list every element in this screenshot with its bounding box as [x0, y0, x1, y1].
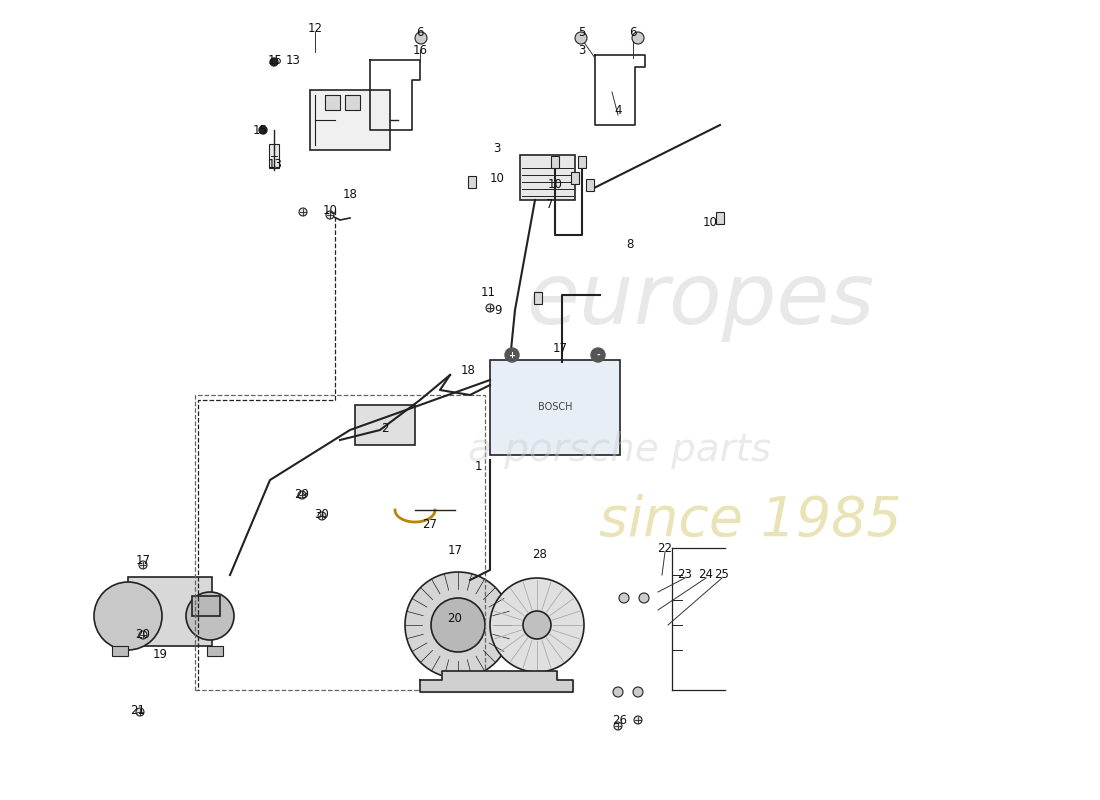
Bar	[192, 596, 220, 616]
Text: europes: europes	[526, 258, 874, 342]
Bar	[128, 577, 212, 646]
Bar	[716, 212, 724, 224]
Circle shape	[614, 722, 622, 730]
Text: 3: 3	[493, 142, 500, 154]
Bar	[207, 646, 223, 656]
Text: 17: 17	[135, 554, 151, 566]
Circle shape	[591, 348, 605, 362]
Text: 15: 15	[267, 54, 283, 66]
Text: 10: 10	[490, 171, 505, 185]
Text: 10: 10	[703, 215, 717, 229]
Text: 16: 16	[412, 43, 428, 57]
Bar	[112, 646, 128, 656]
Text: 6: 6	[416, 26, 424, 38]
Circle shape	[326, 211, 334, 219]
Text: 21: 21	[131, 703, 145, 717]
Text: 20: 20	[135, 629, 151, 642]
Bar	[324, 95, 340, 110]
Bar	[578, 156, 586, 168]
Text: 2: 2	[382, 422, 388, 434]
Bar	[345, 95, 360, 110]
Text: 6: 6	[629, 26, 637, 38]
Text: 23: 23	[678, 569, 692, 582]
Circle shape	[139, 631, 147, 639]
Text: 3: 3	[579, 43, 585, 57]
Circle shape	[490, 578, 584, 672]
Text: 18: 18	[461, 363, 475, 377]
Bar	[534, 292, 542, 304]
Text: BOSCH: BOSCH	[538, 402, 572, 412]
Circle shape	[139, 561, 147, 569]
Text: 13: 13	[286, 54, 300, 66]
Text: 17: 17	[448, 543, 462, 557]
Text: 17: 17	[552, 342, 568, 354]
Bar	[355, 405, 415, 445]
Circle shape	[405, 572, 512, 678]
Text: 19: 19	[153, 649, 167, 662]
Text: 25: 25	[715, 569, 729, 582]
Circle shape	[94, 582, 162, 650]
Text: 29: 29	[295, 489, 309, 502]
Bar	[490, 360, 620, 455]
Circle shape	[634, 716, 642, 724]
Text: 8: 8	[626, 238, 634, 251]
Bar	[586, 179, 594, 191]
Text: +: +	[508, 350, 516, 359]
Circle shape	[505, 348, 519, 362]
Bar	[310, 90, 390, 150]
Text: 5: 5	[579, 26, 585, 38]
Text: 12: 12	[308, 22, 322, 34]
Text: 22: 22	[658, 542, 672, 554]
Bar	[468, 176, 476, 188]
Circle shape	[270, 58, 278, 66]
Circle shape	[318, 512, 326, 520]
Circle shape	[431, 598, 485, 652]
Circle shape	[415, 32, 427, 44]
Text: 26: 26	[613, 714, 627, 726]
Circle shape	[639, 593, 649, 603]
Text: 30: 30	[315, 509, 329, 522]
Text: 9: 9	[494, 303, 502, 317]
Text: a porsche parts: a porsche parts	[469, 431, 771, 469]
Text: 15: 15	[253, 123, 267, 137]
Bar	[520, 155, 575, 200]
Circle shape	[613, 687, 623, 697]
Circle shape	[136, 708, 144, 716]
Text: since 1985: since 1985	[598, 494, 901, 546]
Text: 7: 7	[547, 198, 553, 211]
Text: 11: 11	[481, 286, 495, 298]
Text: 18: 18	[342, 189, 358, 202]
Text: 20: 20	[448, 611, 462, 625]
Text: 28: 28	[532, 549, 548, 562]
Circle shape	[299, 208, 307, 216]
Circle shape	[258, 126, 267, 134]
Circle shape	[632, 32, 644, 44]
Text: 27: 27	[422, 518, 438, 531]
Text: 13: 13	[267, 158, 283, 171]
Bar	[571, 172, 579, 184]
Bar	[195, 395, 485, 690]
Bar	[551, 156, 559, 168]
Text: 10: 10	[548, 178, 562, 191]
Text: 1: 1	[474, 461, 482, 474]
Text: 10: 10	[322, 203, 338, 217]
Circle shape	[186, 592, 234, 640]
Circle shape	[575, 32, 587, 44]
Circle shape	[632, 687, 644, 697]
Circle shape	[522, 611, 551, 639]
Polygon shape	[420, 671, 573, 692]
Text: 24: 24	[698, 569, 714, 582]
Circle shape	[298, 491, 306, 499]
Text: 4: 4	[614, 103, 622, 117]
Circle shape	[619, 593, 629, 603]
Text: -: -	[596, 350, 600, 359]
Circle shape	[486, 304, 494, 312]
Bar	[270, 144, 279, 168]
